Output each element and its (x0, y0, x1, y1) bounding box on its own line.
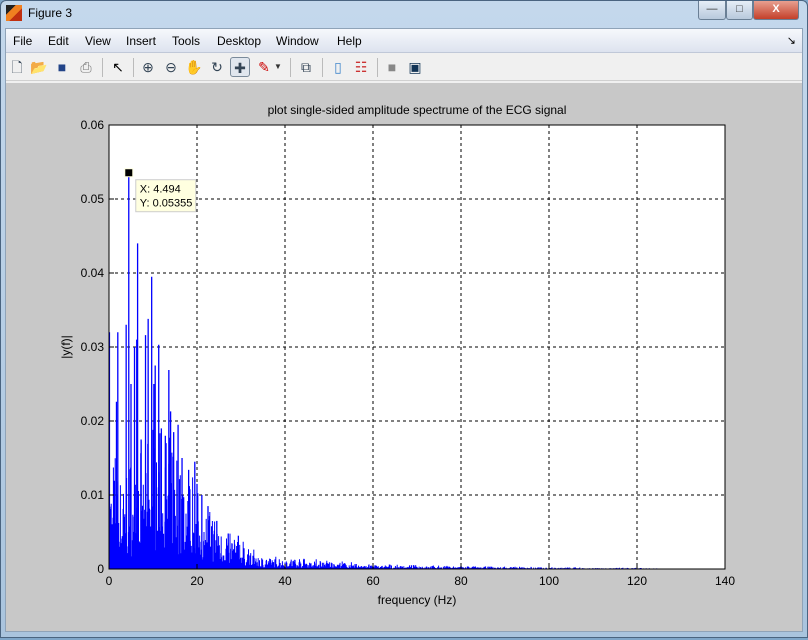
x-axis-label: frequency (Hz) (378, 593, 457, 607)
y-tick-label: 0.03 (81, 340, 105, 354)
y-tick-label: 0.02 (81, 414, 105, 428)
insert-colorbar-icon[interactable]: ▯ (334, 59, 342, 75)
zoom-out-icon[interactable]: ⊖ (165, 59, 177, 75)
maximize-button[interactable]: □ (726, 1, 753, 20)
datatip-marker[interactable] (124, 168, 134, 178)
menu-file[interactable]: File (13, 34, 33, 48)
y-tick-label: 0.05 (81, 192, 105, 206)
matlab-icon (6, 5, 22, 21)
title-bar[interactable]: Figure 3 — □ X (1, 1, 807, 27)
link-plot-icon[interactable]: ⧉ (301, 59, 311, 75)
menu-window[interactable]: Window (276, 34, 319, 48)
x-tick-label: 40 (278, 574, 292, 588)
x-tick-label: 140 (715, 574, 735, 588)
datatip-x: X: 4.494 (140, 184, 181, 196)
y-tick-label: 0 (97, 562, 104, 576)
menu-help[interactable]: Help (337, 34, 362, 48)
new-figure-icon[interactable]: 🗋 (11, 59, 23, 75)
print-icon[interactable]: ⎙ (80, 59, 92, 75)
brush-dropdown-icon[interactable]: ▼ (274, 62, 282, 71)
x-tick-label: 120 (627, 574, 647, 588)
y-tick-label: 0.01 (81, 488, 105, 502)
menu-desktop[interactable]: Desktop (217, 34, 262, 48)
datatip-box (135, 179, 197, 213)
save-icon[interactable]: ■ (57, 59, 67, 75)
zoom-in-icon[interactable]: ⊕ (142, 59, 154, 75)
menu-edit[interactable]: Edit (48, 34, 69, 48)
open-file-icon[interactable]: 📂 (30, 59, 48, 75)
rotate-3d-icon[interactable]: ↻ (211, 59, 223, 75)
dock-arrow-icon[interactable]: ↘ (786, 35, 796, 47)
menu-view[interactable]: View (85, 34, 111, 48)
insert-legend-icon[interactable]: ☷ (354, 59, 368, 75)
minimize-button[interactable]: — (698, 1, 726, 20)
hide-plot-tools-icon[interactable]: ■ (387, 59, 397, 75)
y-axis-label: |y(f)| (59, 335, 73, 359)
y-tick-label: 0.04 (81, 266, 105, 280)
edit-plot-arrow-icon[interactable]: ↖ (112, 59, 124, 75)
close-button[interactable]: X (753, 1, 799, 20)
chart-title: plot single-sided amplitude spectrume of… (268, 103, 567, 117)
datatip-y: Y: 0.05355 (140, 198, 193, 210)
menu-bar: File Edit View Insert Tools Desktop Wind… (6, 29, 802, 53)
x-tick-label: 20 (190, 574, 204, 588)
x-tick-label: 0 (106, 574, 113, 588)
x-tick-label: 60 (366, 574, 380, 588)
pan-icon[interactable]: ✋ (185, 59, 203, 75)
window-title: Figure 3 (28, 6, 73, 20)
toolbar: 🗋 📂 ■ ⎙ ↖ ⊕ ⊖ ✋ ↻ ✚ ✎ ▼ ⧉ ▯ ☷ ■ ▣ (6, 54, 802, 81)
x-tick-label: 100 (539, 574, 559, 588)
data-cursor-icon[interactable]: ✚ (230, 57, 250, 77)
brush-icon[interactable]: ✎ (258, 59, 270, 75)
client-area: File Edit View Insert Tools Desktop Wind… (5, 28, 803, 632)
x-tick-label: 80 (454, 574, 468, 588)
y-tick-label: 0.06 (81, 118, 105, 132)
datatip[interactable]: X: 4.494 Y: 0.05355 (124, 168, 197, 213)
figure-canvas: 0 20 40 60 80 100 120 140 0 0.01 0.02 0.03 0.04 0.05 0… (6, 83, 802, 631)
menu-tools[interactable]: Tools (172, 34, 201, 48)
menu-insert[interactable]: Insert (126, 34, 157, 48)
show-plot-tools-icon[interactable]: ▣ (408, 59, 422, 75)
